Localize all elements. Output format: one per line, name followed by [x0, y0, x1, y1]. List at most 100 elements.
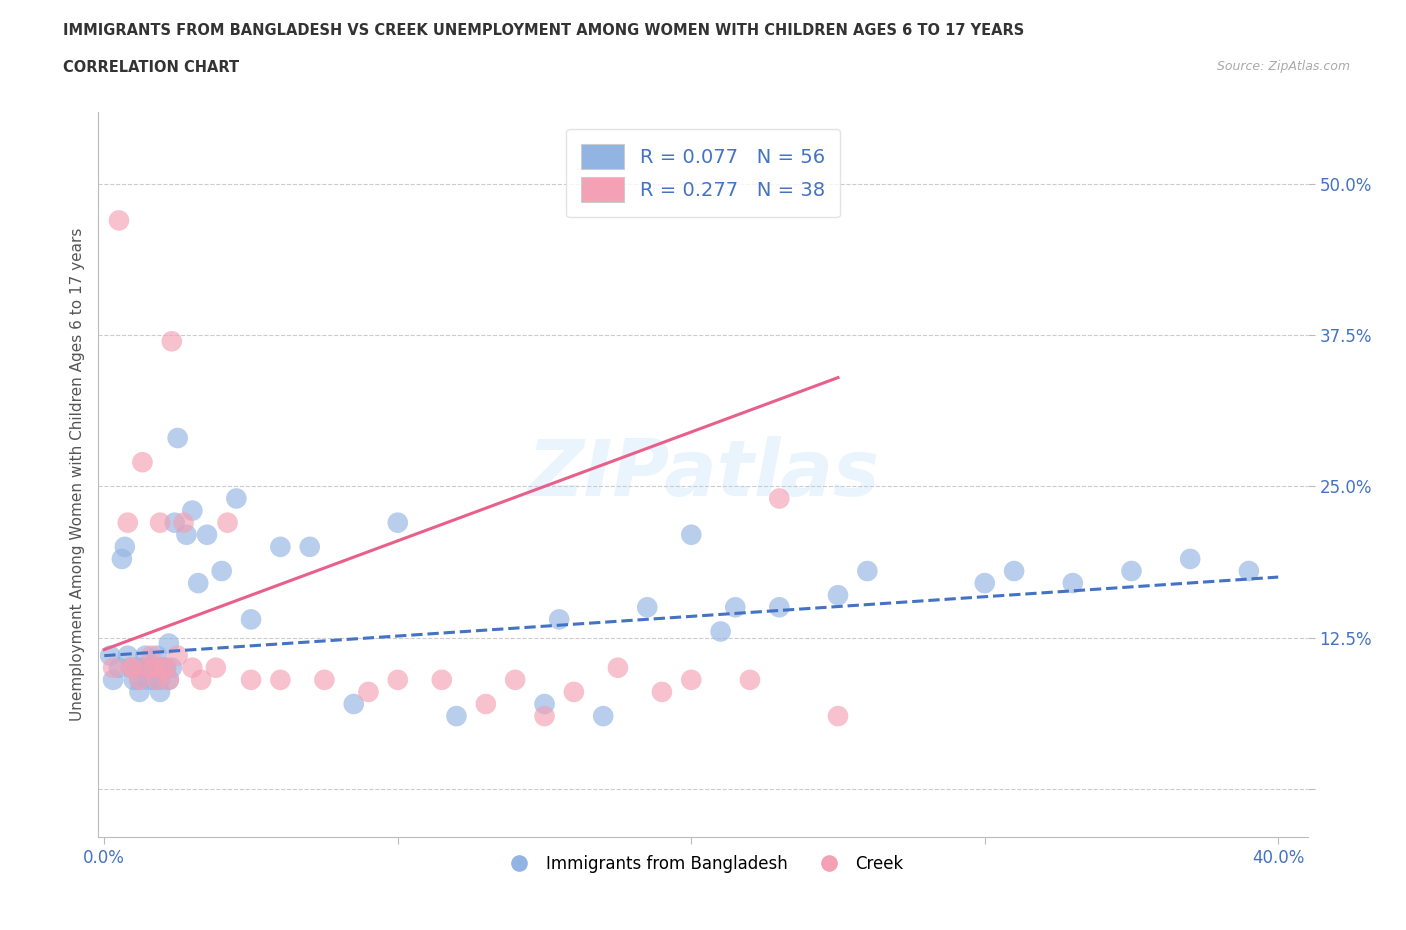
Point: [136, 660, 159, 675]
Point: [225, 491, 247, 506]
Point: [973, 576, 995, 591]
Text: CORRELATION CHART: CORRELATION CHART: [63, 60, 239, 75]
Point: [122, 660, 145, 675]
Point: [120, 660, 142, 675]
Point: [298, 539, 321, 554]
Point: [152, 660, 174, 675]
Point: [190, 672, 212, 687]
Point: [152, 660, 174, 675]
Point: [160, 660, 183, 675]
Point: [1062, 576, 1084, 591]
Point: [128, 672, 150, 687]
Point: [533, 709, 555, 724]
Point: [134, 648, 156, 663]
Point: [446, 709, 468, 724]
Point: [562, 684, 585, 699]
Point: [136, 672, 159, 687]
Text: ZIPatlas: ZIPatlas: [527, 436, 879, 512]
Point: [157, 636, 180, 651]
Point: [768, 600, 790, 615]
Point: [681, 672, 703, 687]
Point: [592, 709, 614, 724]
Point: [724, 600, 747, 615]
Point: [181, 660, 204, 675]
Point: [827, 588, 849, 603]
Point: [146, 672, 169, 687]
Point: [357, 684, 380, 699]
Text: Source: ZipAtlas.com: Source: ZipAtlas.com: [1216, 60, 1350, 73]
Point: [1002, 564, 1025, 578]
Legend: Immigrants from Bangladesh, Creek: Immigrants from Bangladesh, Creek: [495, 848, 911, 880]
Point: [166, 431, 188, 445]
Point: [157, 672, 180, 687]
Point: [122, 672, 145, 687]
Point: [1180, 551, 1202, 566]
Point: [240, 612, 263, 627]
Point: [136, 660, 159, 675]
Point: [108, 660, 131, 675]
Point: [176, 527, 198, 542]
Point: [146, 648, 169, 663]
Point: [98, 648, 121, 663]
Point: [117, 515, 139, 530]
Point: [187, 576, 209, 591]
Point: [387, 515, 409, 530]
Point: [146, 660, 169, 675]
Point: [681, 527, 703, 542]
Point: [204, 660, 226, 675]
Point: [149, 515, 172, 530]
Point: [503, 672, 526, 687]
Point: [211, 564, 233, 578]
Point: [149, 684, 172, 699]
Point: [155, 660, 177, 675]
Point: [149, 672, 172, 687]
Point: [217, 515, 239, 530]
Point: [143, 660, 166, 675]
Point: [120, 660, 142, 675]
Point: [710, 624, 733, 639]
Point: [314, 672, 336, 687]
Point: [166, 648, 188, 663]
Point: [173, 515, 195, 530]
Point: [1121, 564, 1143, 578]
Point: [856, 564, 879, 578]
Point: [117, 648, 139, 663]
Point: [101, 660, 124, 675]
Point: [101, 672, 124, 687]
Y-axis label: Unemployment Among Women with Children Ages 6 to 17 years: Unemployment Among Women with Children A…: [69, 228, 84, 721]
Point: [827, 709, 849, 724]
Point: [108, 213, 131, 228]
Point: [155, 660, 177, 675]
Point: [1237, 564, 1260, 578]
Text: IMMIGRANTS FROM BANGLADESH VS CREEK UNEMPLOYMENT AMONG WOMEN WITH CHILDREN AGES : IMMIGRANTS FROM BANGLADESH VS CREEK UNEM…: [63, 23, 1025, 38]
Point: [768, 491, 790, 506]
Point: [387, 672, 409, 687]
Point: [131, 455, 153, 470]
Point: [240, 672, 263, 687]
Point: [269, 539, 291, 554]
Point: [141, 648, 163, 663]
Point: [163, 515, 186, 530]
Point: [125, 660, 148, 675]
Point: [636, 600, 658, 615]
Point: [606, 660, 628, 675]
Point: [157, 672, 180, 687]
Point: [111, 551, 134, 566]
Point: [128, 672, 150, 687]
Point: [430, 672, 453, 687]
Point: [533, 697, 555, 711]
Point: [475, 697, 498, 711]
Point: [114, 539, 136, 554]
Point: [143, 672, 166, 687]
Point: [269, 672, 291, 687]
Point: [343, 697, 366, 711]
Point: [131, 660, 153, 675]
Point: [128, 684, 150, 699]
Point: [160, 334, 183, 349]
Point: [651, 684, 673, 699]
Point: [141, 660, 163, 675]
Point: [181, 503, 204, 518]
Point: [548, 612, 571, 627]
Point: [195, 527, 218, 542]
Point: [738, 672, 761, 687]
